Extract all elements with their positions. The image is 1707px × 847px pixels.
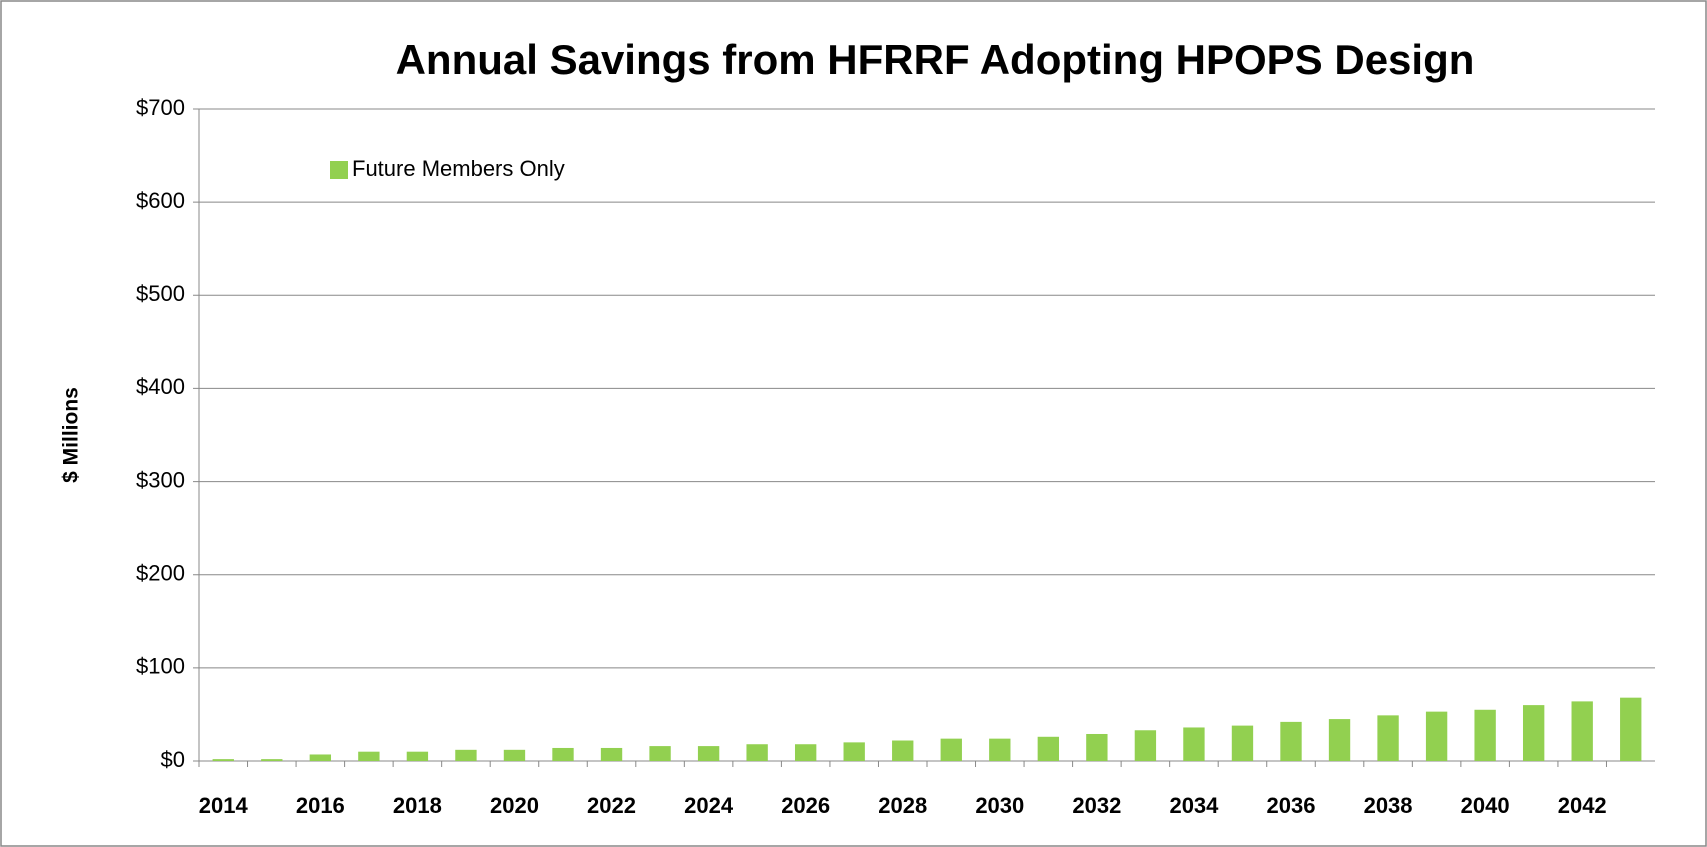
y-tick-label: $0 [161,747,185,772]
y-tick-label: $100 [136,654,185,679]
y-tick-label: $200 [136,561,185,586]
y-axis-label: $ Millions [60,387,83,483]
bar [455,749,477,761]
bar [406,751,429,761]
bar [746,744,768,761]
x-tick-label: 2028 [878,793,927,818]
bar [1425,711,1448,761]
bar [1620,697,1642,761]
x-tick-label: 2038 [1364,793,1413,818]
x-tick-label: 2026 [781,793,830,818]
x-tick-label: 2042 [1558,793,1607,818]
x-tick-label: 2030 [975,793,1024,818]
bar [697,746,720,761]
bar [1328,719,1351,761]
bar [1134,730,1157,761]
bar [552,747,574,761]
x-tick-label: 2036 [1267,793,1316,818]
bar [1086,733,1108,761]
x-tick-label: 2018 [393,793,442,818]
x-tick-label: 2040 [1461,793,1510,818]
bar [1571,701,1593,761]
y-tick-label: $500 [136,281,185,306]
bar [649,746,671,761]
x-tick-label: 2034 [1169,793,1219,818]
x-tick-label: 2032 [1072,793,1121,818]
x-tick-label: 2022 [587,793,636,818]
bar [600,747,623,761]
legend-label: Future Members Only [352,156,565,181]
bar [1522,705,1545,761]
bar [261,759,283,761]
bar [503,749,526,761]
bar [794,744,817,761]
bar [1474,709,1496,761]
bar [1280,721,1302,761]
bar [309,754,332,761]
y-tick-label: $400 [136,374,185,399]
bar [843,742,865,761]
bar [940,738,962,761]
y-tick-label: $300 [136,467,185,492]
bar [892,740,914,761]
bar [1037,736,1060,761]
x-tick-label: 2024 [684,793,734,818]
bar [212,759,234,761]
bar [989,738,1011,761]
y-tick-label: $600 [136,188,185,213]
x-tick-label: 2020 [490,793,539,818]
bar [1183,727,1205,761]
bar [1231,725,1254,761]
y-tick-label: $700 [136,95,185,120]
bar [1377,715,1399,761]
x-tick-label: 2014 [199,793,249,818]
x-tick-label: 2016 [296,793,345,818]
legend-swatch [330,161,348,179]
chart-title: Annual Savings from HFRRF Adopting HPOPS… [396,36,1475,83]
bar [358,751,380,761]
